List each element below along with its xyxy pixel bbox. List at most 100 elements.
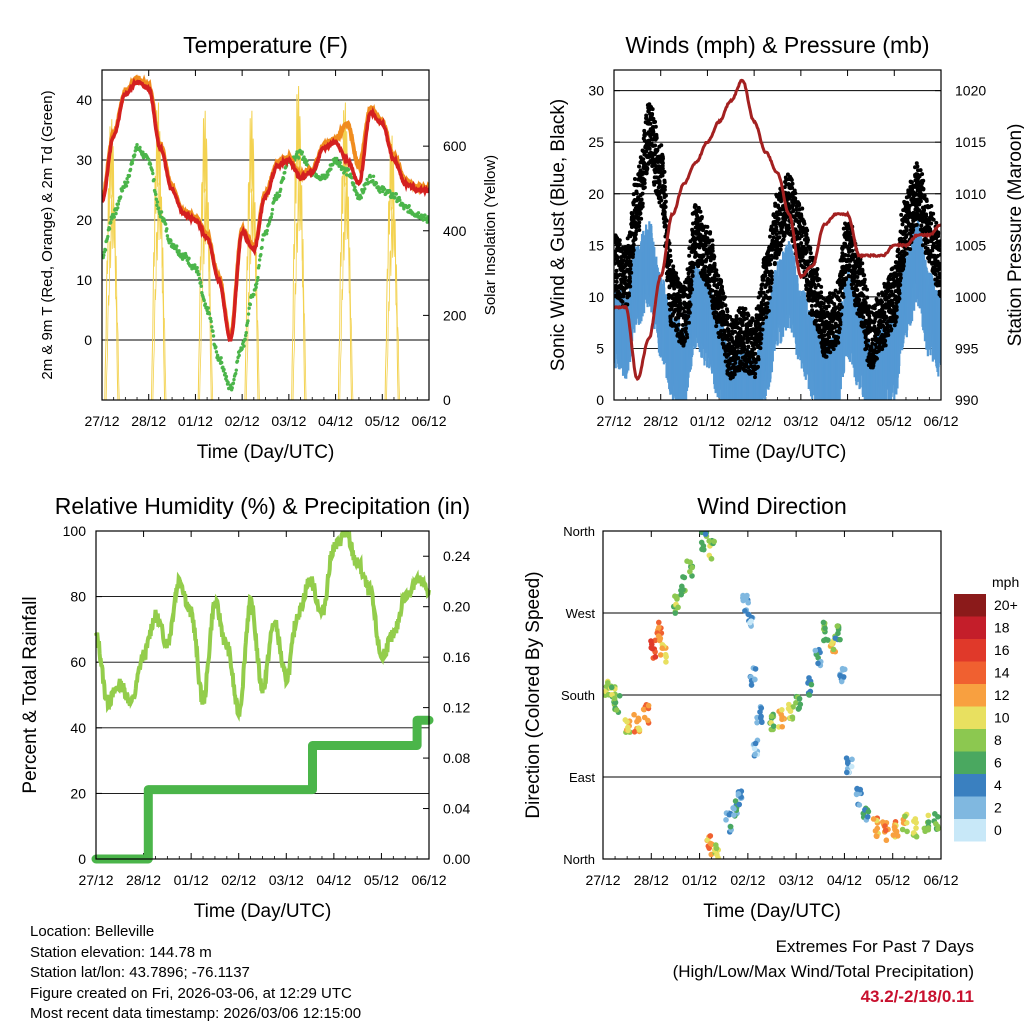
dewpoint-point [138, 146, 141, 149]
gust-point [895, 308, 899, 312]
dewpoint-point [232, 378, 235, 381]
dewpoint-point [198, 277, 201, 280]
gust-point [828, 350, 832, 354]
gust-point [615, 269, 619, 273]
x-tick-label: 27/12 [596, 413, 631, 429]
gust-point [687, 254, 691, 258]
gust-point [901, 261, 905, 265]
y-axis-label: 2m & 9m T (Red, Orange) & 2m Td (Green) [39, 90, 56, 379]
gust-point [779, 243, 783, 247]
x-tick-label: 01/12 [690, 413, 725, 429]
x-tick-label: 02/12 [225, 413, 260, 429]
gust-point [668, 254, 672, 258]
gust-point [639, 217, 643, 221]
gust-point [811, 280, 815, 284]
x-axis-label: Time (Day/UTC) [197, 442, 335, 463]
gust-point [769, 279, 773, 283]
gust-point [708, 230, 712, 234]
gust-point [655, 149, 659, 153]
x-tick-label: 06/12 [411, 413, 446, 429]
dewpoint-point [131, 158, 134, 161]
gust-point [707, 241, 711, 245]
gust-point [691, 270, 695, 274]
gust-point [905, 228, 909, 232]
gust-point [832, 347, 836, 351]
gust-point [884, 315, 888, 319]
gust-point [855, 288, 859, 292]
x-axis-label: Time (Day/UTC) [709, 442, 847, 463]
dewpoint-point [238, 354, 241, 357]
x-tick-label: 27/12 [84, 413, 119, 429]
gust-point [768, 285, 772, 289]
dewpoint-point [126, 180, 129, 183]
gust-point [895, 315, 899, 319]
temp-9m-line [102, 78, 429, 339]
gust-point [721, 291, 725, 295]
x-tick-label: 04/12 [830, 413, 865, 429]
gust-point [850, 249, 854, 253]
dewpoint-point [249, 303, 252, 306]
gust-point [905, 201, 909, 205]
gust-point [664, 224, 668, 228]
gust-point [643, 185, 647, 189]
gust-point [659, 143, 663, 147]
dewpoint-point [417, 211, 420, 214]
gust-point [861, 315, 865, 319]
dewpoint-point [407, 204, 410, 207]
dewpoint-point [372, 175, 375, 178]
gust-point [865, 295, 869, 299]
dewpoint-point [270, 212, 273, 215]
gust-point [862, 273, 866, 277]
dewpoint-point [131, 162, 134, 165]
dewpoint-point [391, 192, 394, 195]
x-tick-label: 03/12 [783, 413, 818, 429]
gust-point [838, 298, 842, 302]
dewpoint-point [395, 192, 398, 195]
x-tick-label: 06/12 [923, 413, 958, 429]
gust-point [676, 328, 680, 332]
gust-point [700, 216, 704, 220]
dewpoint-point [209, 317, 212, 320]
gust-point [777, 251, 781, 255]
dewpoint-point [133, 153, 136, 156]
gust-point [743, 307, 747, 311]
gust-point [629, 271, 633, 275]
y-tick-label: 25 [588, 134, 604, 150]
gust-point [689, 303, 693, 307]
gust-point [883, 343, 887, 347]
gust-point [637, 165, 641, 169]
gust-point [648, 122, 652, 126]
winds-plot-area [612, 80, 944, 400]
dewpoint-point [265, 232, 268, 235]
y-right-tick-label: 1005 [955, 237, 986, 253]
dewpoint-point [224, 372, 227, 375]
gust-point [801, 265, 805, 269]
dewpoint-point [204, 302, 207, 305]
gust-point [752, 347, 756, 351]
gust-point [773, 262, 777, 266]
gust-point [842, 295, 846, 299]
dewpoint-point [266, 229, 269, 232]
gust-point [863, 347, 867, 351]
gust-point [651, 128, 655, 132]
gust-point [730, 336, 734, 340]
gust-point [716, 274, 720, 278]
dewpoint-point [195, 266, 198, 269]
gust-point [753, 375, 757, 379]
dewpoint-point [255, 282, 258, 285]
gust-point [756, 365, 760, 369]
dewpoint-point [271, 208, 274, 211]
gust-point [705, 225, 709, 229]
gust-point [873, 319, 877, 323]
dewpoint-point [154, 193, 157, 196]
gust-point [689, 291, 693, 295]
dewpoint-point [245, 331, 248, 334]
gust-point [825, 355, 829, 359]
dewpoint-point [177, 249, 180, 252]
dewpoint-point [360, 196, 363, 199]
y-tick-label: 30 [76, 152, 92, 168]
gust-point [670, 314, 674, 318]
dewpoint-point [187, 257, 190, 260]
gust-point [899, 276, 903, 280]
